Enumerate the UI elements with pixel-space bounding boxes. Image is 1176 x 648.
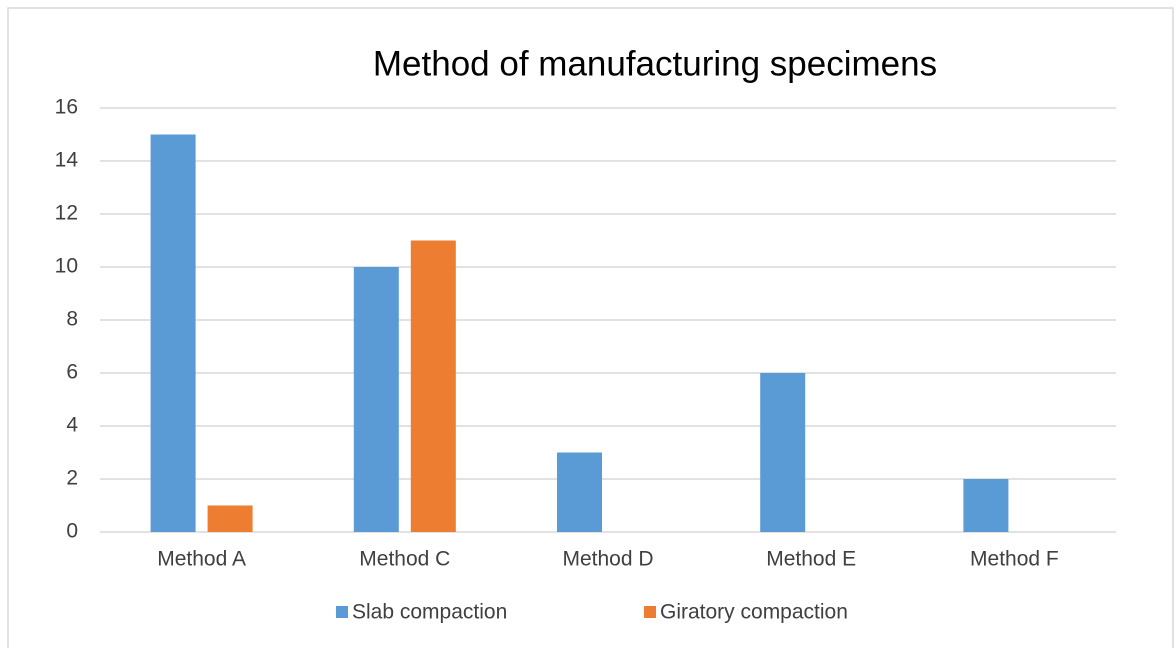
y-tick-label: 12: [55, 202, 78, 225]
bar: [353, 267, 399, 532]
legend-label: Giratory compaction: [660, 601, 848, 624]
chart-frame: [7, 7, 1174, 648]
bar: [760, 373, 806, 532]
y-tick-label: 0: [66, 520, 78, 543]
x-tick-label: Method E: [766, 548, 856, 571]
legend-swatch: [336, 606, 348, 618]
y-tick-label: 6: [66, 361, 78, 384]
legend-swatch: [644, 606, 656, 618]
y-tick-label: 4: [66, 414, 78, 437]
legend-label: Slab compaction: [352, 601, 507, 624]
y-tick-label: 16: [55, 96, 78, 119]
bar: [207, 505, 253, 532]
x-tick-label: Method D: [562, 548, 653, 571]
x-tick-label: Method F: [970, 548, 1059, 571]
x-tick-label: Method C: [359, 548, 450, 571]
bar: [150, 134, 196, 532]
bar: [410, 240, 456, 532]
bar: [963, 479, 1009, 532]
bar: [557, 452, 602, 532]
x-tick-label: Method A: [157, 548, 246, 571]
y-tick-label: 2: [66, 467, 78, 490]
y-tick-label: 14: [55, 149, 79, 172]
y-tick-label: 8: [66, 308, 78, 331]
chart-title: Method of manufacturing specimens: [373, 44, 937, 83]
y-tick-label: 10: [55, 255, 78, 278]
